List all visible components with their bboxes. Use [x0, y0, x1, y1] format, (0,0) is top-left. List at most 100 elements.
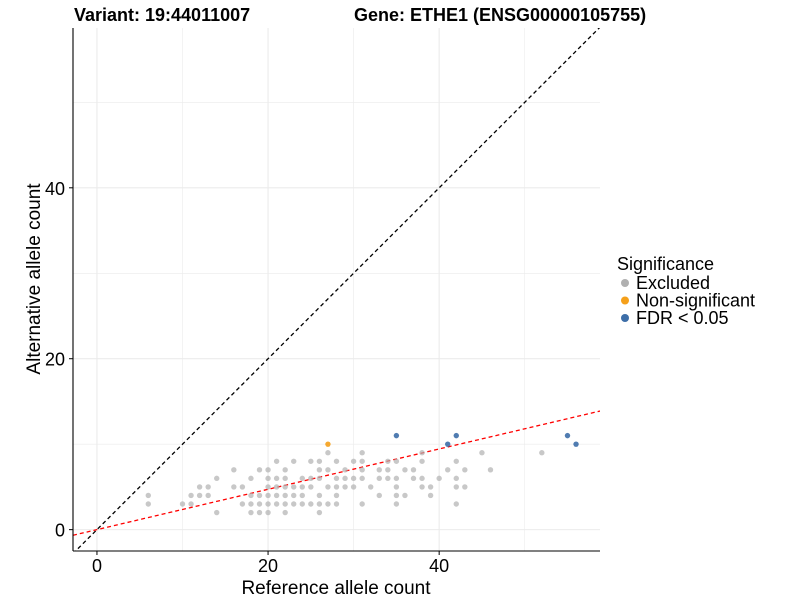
reference-line-identity	[74, 28, 600, 551]
data-point-excluded	[299, 501, 305, 507]
data-point-excluded	[333, 492, 340, 499]
x-tick-label: 40	[429, 556, 449, 576]
data-point-excluded	[196, 484, 203, 490]
data-point-excluded	[248, 501, 254, 507]
data-point-excluded	[248, 509, 254, 516]
data-point-excluded	[308, 484, 314, 490]
data-point-excluded	[462, 484, 468, 490]
data-point-excluded	[231, 467, 237, 473]
data-point-excluded	[359, 450, 365, 456]
data-point-excluded	[282, 501, 288, 507]
data-point-excluded	[453, 484, 459, 490]
data-point-excluded	[299, 492, 305, 499]
data-point-excluded	[308, 458, 314, 464]
data-point-excluded	[214, 475, 220, 482]
data-point-excluded	[359, 501, 365, 507]
data-point-excluded	[333, 458, 340, 464]
data-point-fdr-0-05	[453, 432, 459, 439]
grid-lines	[73, 28, 600, 551]
data-point-excluded	[419, 458, 425, 464]
y-tick-label: 20	[45, 350, 65, 370]
data-point-excluded	[479, 450, 485, 456]
data-point-excluded	[333, 501, 340, 507]
data-point-excluded	[342, 475, 348, 482]
data-point-excluded	[291, 501, 297, 507]
data-point-excluded	[402, 492, 408, 499]
data-point-excluded	[248, 475, 254, 482]
data-point-excluded	[282, 475, 288, 482]
data-point-excluded	[376, 492, 382, 499]
data-point-excluded	[299, 484, 305, 490]
chart-title-gene: Gene: ETHE1 (ENSG00000105755)	[354, 5, 646, 25]
y-tick-label: 0	[55, 521, 65, 541]
data-point-excluded	[325, 450, 331, 456]
data-point-excluded	[453, 458, 459, 464]
data-point-excluded	[419, 450, 425, 456]
data-point-excluded	[265, 509, 271, 516]
data-point-excluded	[350, 475, 357, 482]
chart-title-variant: Variant: 19:44011007	[74, 5, 250, 25]
data-point-excluded	[359, 467, 365, 473]
data-point-excluded	[453, 475, 459, 482]
data-point-excluded	[214, 509, 220, 516]
data-point-excluded	[316, 467, 323, 473]
data-point-excluded	[376, 467, 382, 473]
data-point-excluded	[282, 509, 288, 516]
data-point-fdr-0-05	[573, 441, 579, 447]
data-point-excluded	[359, 458, 365, 464]
data-point-excluded	[282, 492, 288, 499]
data-point-excluded	[350, 484, 357, 490]
data-point-excluded	[256, 509, 263, 516]
data-point-excluded	[248, 492, 254, 499]
data-point-excluded	[282, 467, 288, 473]
data-point-excluded	[273, 475, 280, 482]
data-point-excluded	[282, 484, 288, 490]
data-point-excluded	[445, 467, 451, 473]
y-axis-label: Alternative allele count	[24, 183, 45, 375]
data-point-excluded	[410, 475, 417, 482]
data-point-excluded	[393, 501, 400, 507]
data-point-excluded	[265, 484, 271, 490]
data-point-excluded	[231, 484, 237, 490]
data-point-excluded	[419, 475, 425, 482]
data-point-excluded	[256, 492, 263, 499]
x-tick-label: 20	[258, 556, 278, 576]
data-point-excluded	[385, 458, 391, 464]
reference-line-fit	[73, 410, 600, 536]
data-point-excluded	[462, 467, 468, 473]
legend-key-icon	[621, 314, 629, 322]
data-point-excluded	[393, 484, 400, 490]
data-point-excluded	[273, 492, 280, 499]
data-point-excluded	[453, 501, 459, 507]
data-point-excluded	[145, 492, 151, 499]
data-point-excluded	[205, 484, 211, 490]
legend-label: FDR < 0.05	[636, 308, 729, 328]
data-point-excluded	[342, 484, 348, 490]
data-point-excluded	[239, 501, 246, 507]
data-point-excluded	[291, 492, 297, 499]
data-point-excluded	[342, 467, 348, 473]
data-point-fdr-0-05	[564, 432, 571, 439]
legend-title: Significance	[617, 254, 714, 274]
data-point-excluded	[436, 475, 442, 482]
data-point-excluded	[325, 467, 331, 473]
data-point-excluded	[265, 501, 271, 507]
data-point-excluded	[308, 501, 314, 507]
data-point-excluded	[419, 484, 425, 490]
data-points	[145, 432, 579, 516]
data-point-excluded	[368, 484, 374, 490]
data-point-excluded	[265, 475, 271, 482]
axes: 0 20 40 0 20 40	[45, 28, 600, 576]
data-point-excluded	[385, 467, 391, 473]
data-point-excluded	[427, 492, 434, 499]
data-point-excluded	[256, 501, 263, 507]
data-point-excluded	[265, 467, 271, 473]
data-point-excluded	[487, 467, 494, 473]
data-point-excluded	[239, 484, 246, 490]
data-point-excluded	[179, 501, 186, 507]
data-point-excluded	[316, 501, 323, 507]
legend-label: Non-significant	[636, 291, 755, 311]
data-point-excluded	[393, 492, 400, 499]
data-point-excluded	[402, 467, 408, 473]
